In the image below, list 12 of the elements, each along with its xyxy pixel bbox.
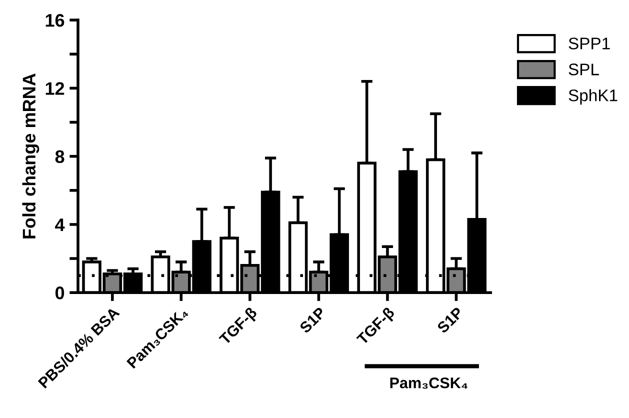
y-tick-label: 16 bbox=[46, 14, 64, 27]
y-tick-label: 8 bbox=[55, 150, 64, 164]
x-tick-label: S1P bbox=[436, 306, 464, 334]
y-axis-title: Fold change mRNA bbox=[22, 74, 40, 238]
legend-label: SPL bbox=[568, 64, 599, 76]
x-tick-label: S1P bbox=[298, 306, 326, 334]
y-tick-label: 0 bbox=[55, 286, 64, 300]
y-tick-label: 4 bbox=[55, 218, 65, 232]
legend-label: SphK1 bbox=[568, 89, 618, 105]
legend-label: SPP1 bbox=[568, 38, 610, 50]
text: Pam₃CSK₄ bbox=[390, 377, 468, 389]
y-tick-label: 12 bbox=[46, 82, 64, 95]
